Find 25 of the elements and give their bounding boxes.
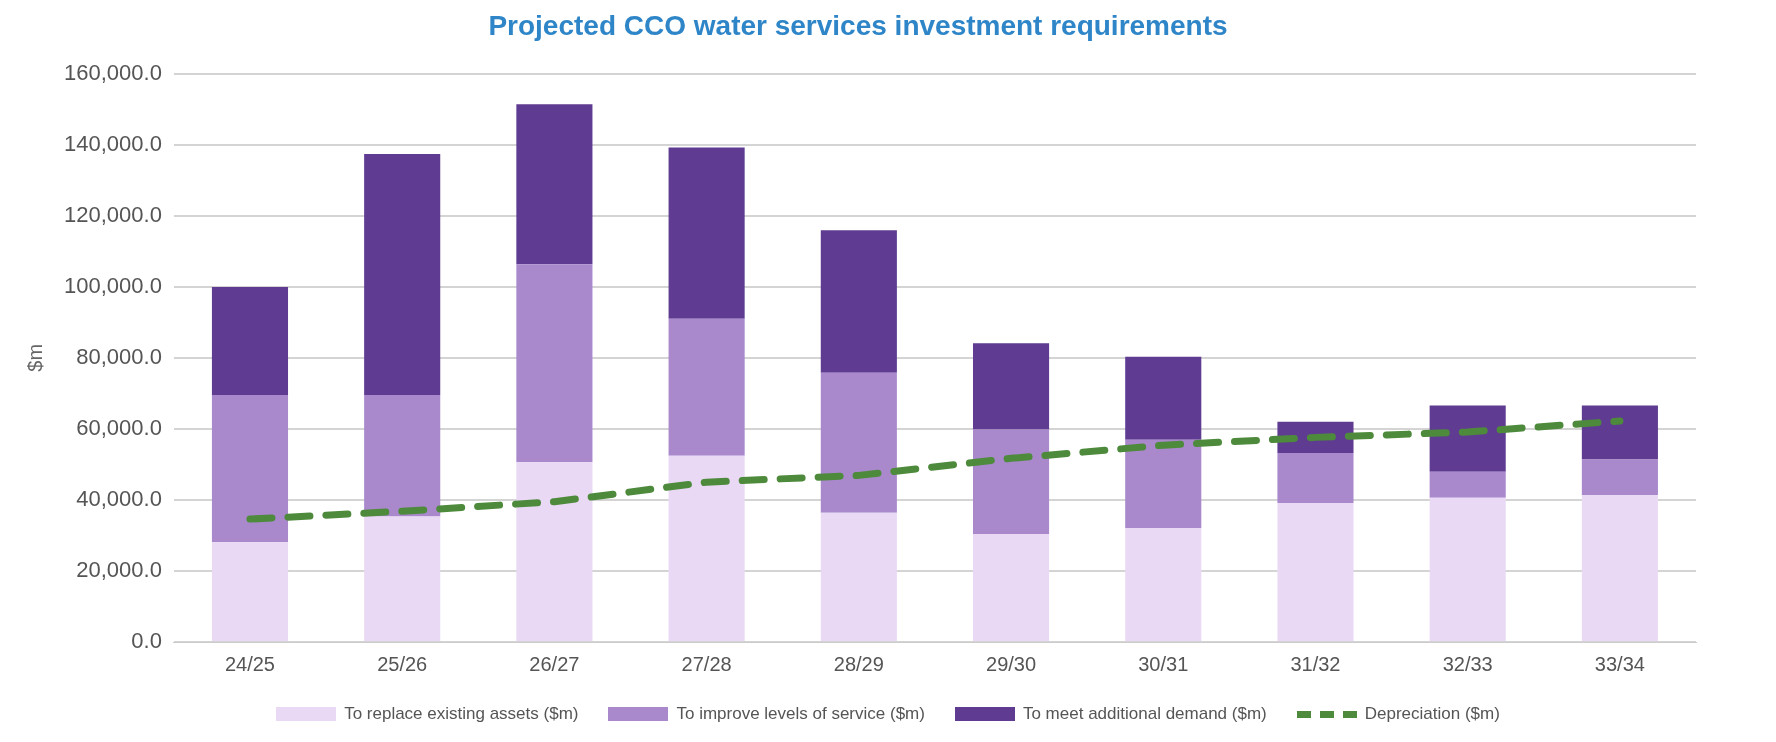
y-tick-label: 40,000.0 [76,485,162,511]
x-tick-label: 29/30 [986,652,1037,675]
y-tick-label: 140,000.0 [64,130,162,156]
x-tick-label: 33/34 [1594,652,1645,675]
x-tick-label: 31/32 [1290,652,1341,675]
x-tick-label: 28/29 [833,652,884,675]
x-tick-label: 25/26 [377,652,428,675]
chart-title: Projected CCO water services investment requirements [488,9,1228,41]
y-tick-label: 160,000.0 [64,59,162,85]
legend-label: To replace existing assets ($m) [344,704,579,724]
x-tick-label: 24/25 [224,652,276,675]
y-tick-label: 20,000.0 [76,557,162,583]
legend-label: To improve levels of service ($m) [676,704,925,724]
legend-label: Depreciation ($m) [1364,704,1500,724]
x-tick-label: 26/27 [529,652,580,675]
x-tick-label: 30/31 [1138,652,1189,675]
y-tick-label: 80,000.0 [76,343,162,369]
y-tick-label: 0.0 [131,628,162,654]
y-tick-label: 120,000.0 [64,201,162,227]
y-tick-label: 60,000.0 [76,414,162,440]
legend-label: To meet additional demand ($m) [1022,704,1267,724]
x-tick-label: 32/33 [1442,652,1493,675]
y-axis-title: $m [23,343,46,372]
x-tick-label: 27/28 [681,652,732,675]
y-tick-label: 100,000.0 [64,272,162,298]
